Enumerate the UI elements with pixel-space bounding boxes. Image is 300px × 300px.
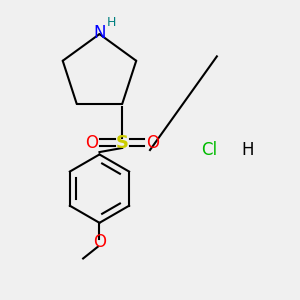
Text: S: S xyxy=(116,134,129,152)
Text: Cl: Cl xyxy=(201,141,218,159)
Text: O: O xyxy=(93,233,106,251)
Text: H: H xyxy=(242,141,254,159)
Text: O: O xyxy=(146,134,159,152)
Text: N: N xyxy=(93,24,106,42)
Text: H: H xyxy=(107,16,116,29)
Text: O: O xyxy=(85,134,98,152)
